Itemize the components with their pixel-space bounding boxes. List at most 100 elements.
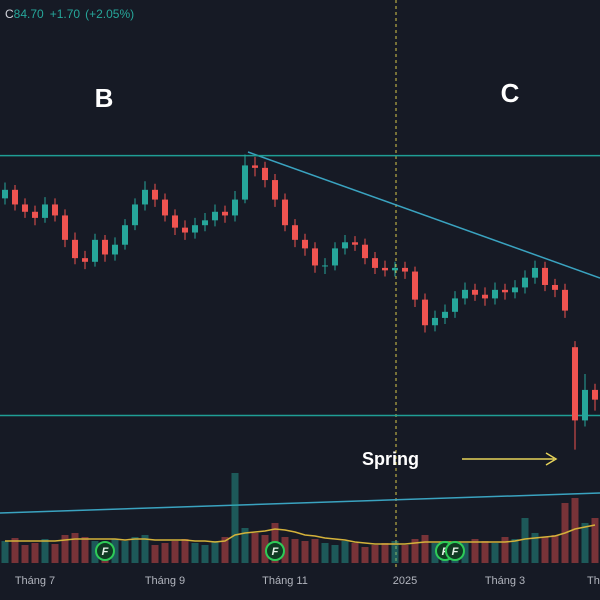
change-pct: (+2.05%) bbox=[85, 7, 134, 21]
volume-bar bbox=[121, 541, 129, 563]
volume-bar bbox=[41, 539, 49, 563]
candle-body bbox=[232, 199, 238, 216]
volume-bar bbox=[421, 535, 429, 563]
candle-body bbox=[252, 165, 258, 168]
volume-bar bbox=[431, 543, 439, 563]
candle-body bbox=[532, 267, 538, 278]
candle-body bbox=[282, 199, 288, 226]
volume-bar bbox=[81, 537, 89, 563]
candle-body bbox=[122, 225, 128, 245]
volume-bar bbox=[571, 498, 579, 563]
candle-body bbox=[82, 258, 88, 262]
x-tick-label: Tháng 3 bbox=[485, 575, 525, 587]
volume-bar bbox=[301, 541, 309, 563]
candle-body bbox=[2, 189, 8, 199]
candle-body bbox=[552, 284, 558, 290]
volume-bar bbox=[191, 543, 199, 563]
candle-body bbox=[52, 204, 58, 216]
volume-bar bbox=[521, 518, 529, 563]
candle-body bbox=[382, 267, 388, 271]
candle-body bbox=[112, 244, 118, 255]
volume-bar bbox=[331, 545, 339, 563]
volume-bar bbox=[251, 533, 259, 563]
event-label: F bbox=[102, 546, 109, 558]
volume-bar bbox=[311, 539, 319, 563]
candle-body bbox=[442, 311, 448, 318]
volume-bar bbox=[361, 547, 369, 563]
volume-bar bbox=[1, 541, 9, 563]
volume-bar bbox=[241, 528, 249, 563]
candle-body bbox=[222, 211, 228, 216]
volume-bar bbox=[211, 541, 219, 563]
volume-bar bbox=[91, 541, 99, 563]
candle-body bbox=[332, 248, 338, 266]
volume-bar bbox=[281, 537, 289, 563]
volume-bar bbox=[541, 537, 549, 563]
candle-body bbox=[522, 277, 528, 288]
volume-bar bbox=[591, 518, 599, 563]
candle-body bbox=[322, 265, 328, 267]
volume-bar bbox=[291, 539, 299, 563]
candle-body bbox=[152, 189, 158, 200]
candle-body bbox=[502, 289, 508, 293]
event-marker bbox=[265, 541, 285, 561]
volume-bar bbox=[491, 543, 499, 563]
volume-bar bbox=[401, 545, 409, 563]
candle-body bbox=[12, 189, 18, 205]
candle-body bbox=[262, 167, 268, 181]
candle-body bbox=[572, 347, 578, 421]
volume-bar bbox=[371, 545, 379, 563]
candle-body bbox=[162, 199, 168, 216]
candle-body bbox=[452, 298, 458, 312]
candle-body bbox=[582, 389, 588, 421]
candle-body bbox=[302, 239, 308, 249]
candle-body bbox=[22, 204, 28, 212]
candle-body bbox=[202, 220, 208, 226]
x-tick-label: Th bbox=[587, 575, 600, 587]
volume-bar bbox=[501, 537, 509, 563]
change: +1.70 bbox=[50, 7, 81, 21]
candle-body bbox=[432, 317, 438, 326]
trendline-lower bbox=[0, 492, 600, 514]
volume-ma bbox=[5, 524, 596, 545]
volume-bar bbox=[201, 545, 209, 563]
levels bbox=[0, 154, 600, 417]
candle-body bbox=[132, 204, 138, 226]
candle-body bbox=[102, 239, 108, 255]
volume-bar bbox=[61, 535, 69, 563]
candle-body bbox=[242, 165, 248, 200]
arrow-head bbox=[545, 452, 558, 466]
volume-bar bbox=[161, 543, 169, 563]
volume-bar bbox=[461, 543, 469, 563]
candle-body bbox=[352, 242, 358, 245]
candle-body bbox=[512, 287, 518, 293]
candle-body bbox=[32, 211, 38, 218]
volume-bar bbox=[31, 543, 39, 563]
candle-body bbox=[592, 389, 598, 400]
volume-bar bbox=[411, 539, 419, 563]
volume-bar bbox=[131, 537, 139, 563]
candle-body bbox=[272, 180, 278, 200]
x-axis: Tháng 7 Tháng 9 Tháng 11 2025 Tháng 3 Th bbox=[15, 575, 600, 587]
volume-bar bbox=[261, 535, 269, 563]
candles bbox=[2, 154, 598, 450]
volume-bar bbox=[341, 541, 349, 563]
volume-bar bbox=[321, 543, 329, 563]
candle-body bbox=[292, 225, 298, 240]
candle-body bbox=[182, 227, 188, 233]
volume-bar bbox=[231, 473, 239, 563]
candle-body bbox=[92, 239, 98, 262]
volume-bar bbox=[481, 541, 489, 563]
volume-bar bbox=[391, 541, 399, 563]
wave-label: B bbox=[95, 83, 114, 113]
volume-bar bbox=[11, 538, 19, 563]
volume-bar bbox=[171, 541, 179, 563]
volume-bar bbox=[581, 523, 589, 563]
x-tick-label: Tháng 11 bbox=[262, 575, 308, 587]
trendline-upper bbox=[247, 151, 600, 279]
event-marker bbox=[95, 541, 115, 561]
volume-bar bbox=[51, 544, 59, 563]
volume-bar bbox=[531, 533, 539, 563]
